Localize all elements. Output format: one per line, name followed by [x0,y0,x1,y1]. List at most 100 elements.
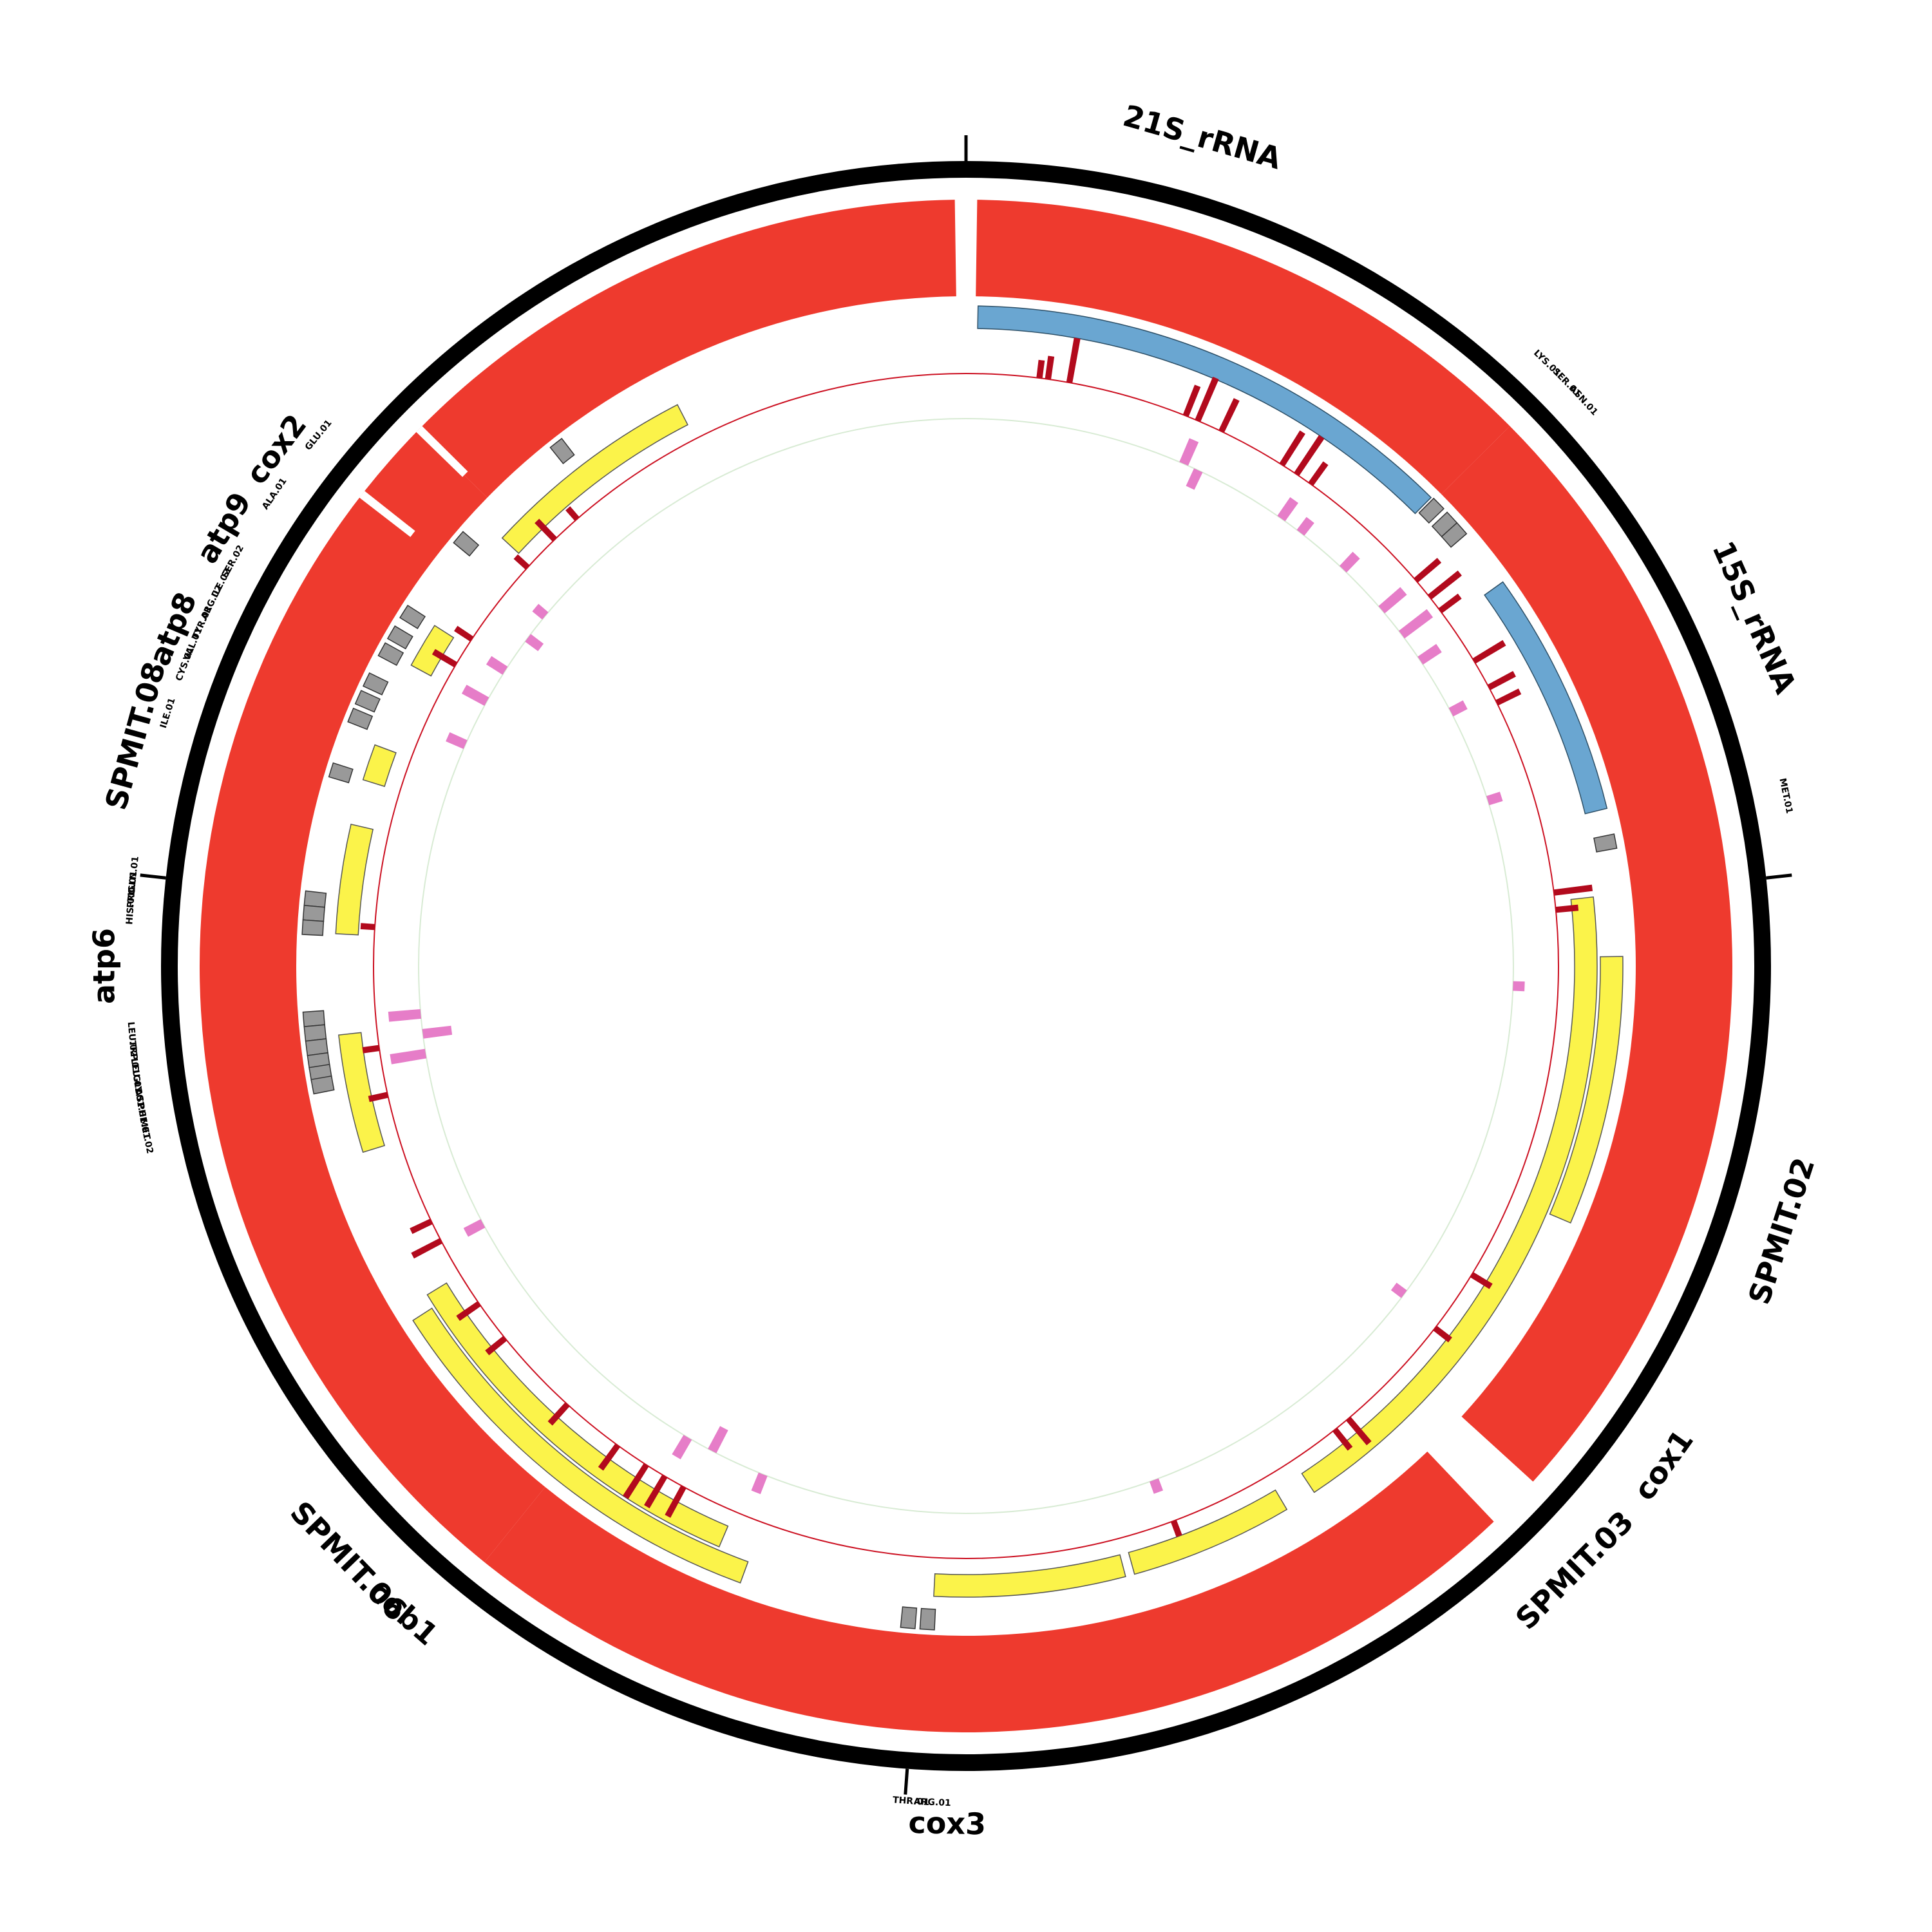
gc-skew-peak [1486,791,1503,806]
coverage-bar [1470,1272,1493,1289]
main-track-arc [484,1451,1494,1732]
outer-tick [904,1768,909,1795]
gc-skew-peak [1186,468,1203,490]
trna-block [303,890,327,908]
cds-block [1128,1489,1288,1575]
gene-label: SPMIT.02 [1741,1153,1821,1309]
cds-block [410,625,455,677]
gc-skew-peak [532,603,549,620]
track-notch [416,426,468,477]
coverage-bar [360,923,375,931]
cds-block [933,1554,1126,1598]
gc-skew-peak [525,634,544,652]
coverage-bar [1433,1325,1452,1343]
gene-label: ARG.01 [914,1797,952,1808]
coverage-bar [1555,904,1579,913]
cds-block [1301,896,1598,1493]
coverage-bar [1308,461,1329,486]
trna-block [303,1024,327,1042]
gc-skew-peak [1513,981,1525,992]
main-track-arc [976,200,1510,495]
coverage-bar [1332,1427,1353,1451]
coverage-bar [1294,435,1325,477]
trna-block [302,905,325,922]
gc-skew-peak [463,1219,486,1237]
trna-block [900,1606,918,1629]
coverage-bar [454,625,474,642]
rrna-track [977,305,1608,815]
coverage-bar [485,1336,507,1356]
gc-skew-peak [1277,497,1298,522]
gene-label: MET.02 [138,1117,155,1155]
gc-skew-peak [672,1435,692,1460]
rrna-block [977,305,1432,515]
coverage-bar [1346,1416,1372,1446]
coverage-bar [456,1301,481,1321]
gc-skew-peak [1417,643,1442,665]
coverage-bar [368,1092,389,1103]
gc-skew-peak [1448,700,1468,717]
gc-skew-peak [422,1025,453,1039]
trna-block [310,1075,335,1095]
gc-skew-peak [1179,438,1199,466]
gene-label: GLN.01 [127,856,141,893]
coverage-bar [1427,570,1462,600]
coverage-bar [535,518,557,542]
gene-label: cox3 [908,1805,987,1842]
outer-scale-ring [140,135,1792,1795]
trna-block [1441,522,1468,548]
coverage-bar [1495,688,1522,706]
gc-skew-peak [1150,1478,1164,1494]
coverage-bar [1279,430,1305,467]
trna-block [302,1010,325,1027]
gc-skew-track [388,418,1525,1514]
gene-label: 21S_rRNA [1119,98,1285,176]
trna-block [305,1038,328,1056]
gene-label: LEU.01 [129,1057,144,1094]
coverage-bar [1414,558,1442,583]
trna-block [919,1607,936,1631]
gene-label: atp6 [87,928,122,1004]
track-notch [359,491,415,537]
coverage-bar [1045,355,1055,380]
gc-skew-peak [1399,609,1434,639]
coverage-baseline [373,373,1559,1559]
trna-block [453,531,480,557]
coverage-bar [1066,337,1081,383]
coverage-bar [431,649,458,668]
gene-label: cox1 [1627,1423,1700,1506]
gc-skew-peak [1378,587,1407,614]
trna-block [328,762,354,784]
cds-block [338,1032,386,1153]
main-track-arc [418,200,956,498]
coverage-bar [547,1402,570,1426]
trna-block [1418,497,1445,524]
trna-block [377,642,404,667]
gc-skew-peak [446,732,468,749]
outer-ring [161,161,1771,1771]
gc-skew-peak [1390,1282,1407,1298]
trna-block [347,707,374,730]
cds-block [426,1282,729,1548]
coverage-bar [410,1218,433,1235]
rrna-block [1484,581,1608,815]
gene-label: ASN.01 [1567,383,1600,417]
gene-label: 15S_rRNA [1705,536,1803,699]
main-track-arc [200,430,545,1562]
coverage-bar [1195,377,1219,422]
trna-block [399,605,426,629]
cds-block [335,824,374,936]
gc-skew-peak [1340,551,1360,573]
trna-block [301,919,325,936]
gc-skew-baseline [418,418,1514,1514]
coverage-bar [1170,1520,1182,1537]
cds-block [362,744,397,788]
trna-track [301,437,1618,1631]
cds-block [412,1307,749,1584]
coverage-bar [644,1474,668,1509]
trna-block [549,437,575,464]
coverage-bar [1438,593,1462,614]
coverage-bar [565,506,580,522]
gene-label: GLY.01 [131,1074,146,1108]
